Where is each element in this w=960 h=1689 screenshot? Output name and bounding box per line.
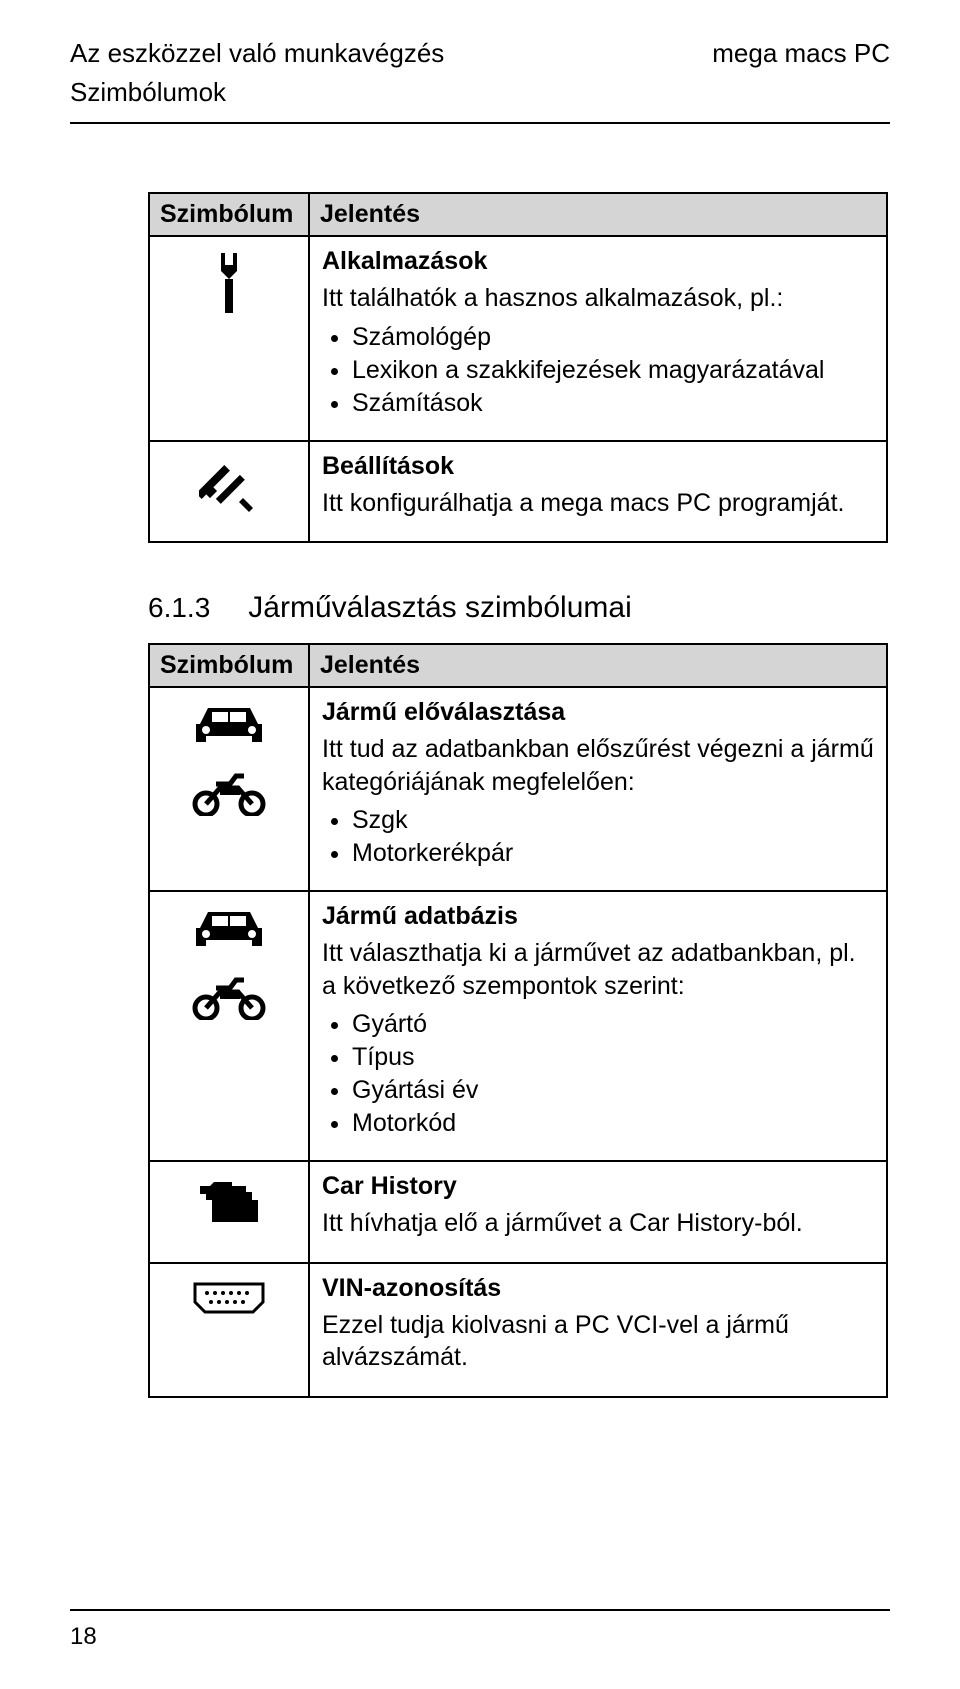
footer-divider: [70, 1609, 890, 1611]
header-left-2: Szimbólumok: [70, 77, 444, 108]
t2-row4-desc: Ezzel tudja kiolvasni a PC VCI-vel a jár…: [322, 1309, 874, 1374]
t2-row4-icon-cell: [149, 1263, 309, 1397]
t2-row3-content: Car History Itt hívhatja elő a járművet …: [309, 1161, 887, 1263]
list-item: Számítások: [352, 389, 874, 418]
t2-row3-desc: Itt hívhatja elő a járművet a Car Histor…: [322, 1207, 874, 1240]
list-item: Motorkód: [352, 1109, 874, 1138]
section-title: Járműválasztás szimbólumai: [248, 591, 631, 625]
t2-row1-desc: Itt tud az adatbankban előszűrést végezn…: [322, 733, 874, 798]
car-icon: [192, 702, 266, 748]
t1-row1-icon-cell: [149, 236, 309, 441]
t2-row1-content: Jármű előválasztása Itt tud az adatbankb…: [309, 687, 887, 891]
t1-row2-content: Beállítások Itt konfigurálhatja a mega m…: [309, 441, 887, 543]
symbol-table-2: Szimbólum Jelentés: [148, 643, 888, 1398]
list-item: Gyártó: [352, 1010, 874, 1039]
car-icon: [192, 906, 266, 952]
header-right: mega macs PC: [712, 38, 890, 69]
t1-row1-list: Számológép Lexikon a szakkifejezések mag…: [322, 323, 874, 418]
list-item: Motorkerékpár: [352, 839, 874, 868]
t2-row1-title: Jármű előválasztása: [322, 698, 874, 727]
wrench-icon: [206, 251, 252, 315]
tools-icon: [199, 456, 259, 516]
t1-header-symbol: Szimbólum: [149, 193, 309, 236]
t1-header-meaning: Jelentés: [309, 193, 887, 236]
list-item: Szgk: [352, 806, 874, 835]
t2-row4-content: VIN-azonosítás Ezzel tudja kiolvasni a P…: [309, 1263, 887, 1397]
t2-row3-icon-cell: [149, 1161, 309, 1263]
t1-row1-title: Alkalmazások: [322, 247, 874, 276]
t2-row1-list: Szgk Motorkerékpár: [322, 806, 874, 868]
t2-row2-content: Jármű adatbázis Itt választhatja ki a já…: [309, 891, 887, 1161]
t2-row2-title: Jármű adatbázis: [322, 902, 874, 931]
t1-row1-content: Alkalmazások Itt találhatók a hasznos al…: [309, 236, 887, 441]
list-item: Gyártási év: [352, 1076, 874, 1105]
t2-header-meaning: Jelentés: [309, 644, 887, 687]
obd-connector-icon: [189, 1278, 269, 1318]
list-item: Lexikon a szakkifejezések magyarázatával: [352, 356, 874, 385]
page-number: 18: [70, 1623, 97, 1651]
t1-row1-desc: Itt találhatók a hasznos alkalmazások, p…: [322, 282, 874, 315]
header-left-1: Az eszközzel való munkavégzés: [70, 38, 444, 69]
section-number: 6.1.3: [148, 592, 210, 624]
t1-row2-icon-cell: [149, 441, 309, 543]
t2-row2-icon-cell: [149, 891, 309, 1161]
symbol-table-1: Szimbólum Jelentés Alkalmazások Itt talá…: [148, 192, 888, 543]
folder-stack-icon: [196, 1176, 262, 1226]
t1-row2-title: Beállítások: [322, 452, 874, 481]
motorbike-icon: [190, 974, 268, 1020]
t1-row2-desc: Itt konfigurálhatja a mega macs PC progr…: [322, 487, 874, 520]
list-item: Típus: [352, 1043, 874, 1072]
t2-row2-list: Gyártó Típus Gyártási év Motorkód: [322, 1010, 874, 1138]
t2-header-symbol: Szimbólum: [149, 644, 309, 687]
t2-row1-icon-cell: [149, 687, 309, 891]
t2-row4-title: VIN-azonosítás: [322, 1274, 874, 1303]
t2-row3-title: Car History: [322, 1172, 874, 1201]
motorbike-icon: [190, 770, 268, 816]
list-item: Számológép: [352, 323, 874, 352]
t2-row2-desc: Itt választhatja ki a járművet az adatba…: [322, 937, 874, 1002]
